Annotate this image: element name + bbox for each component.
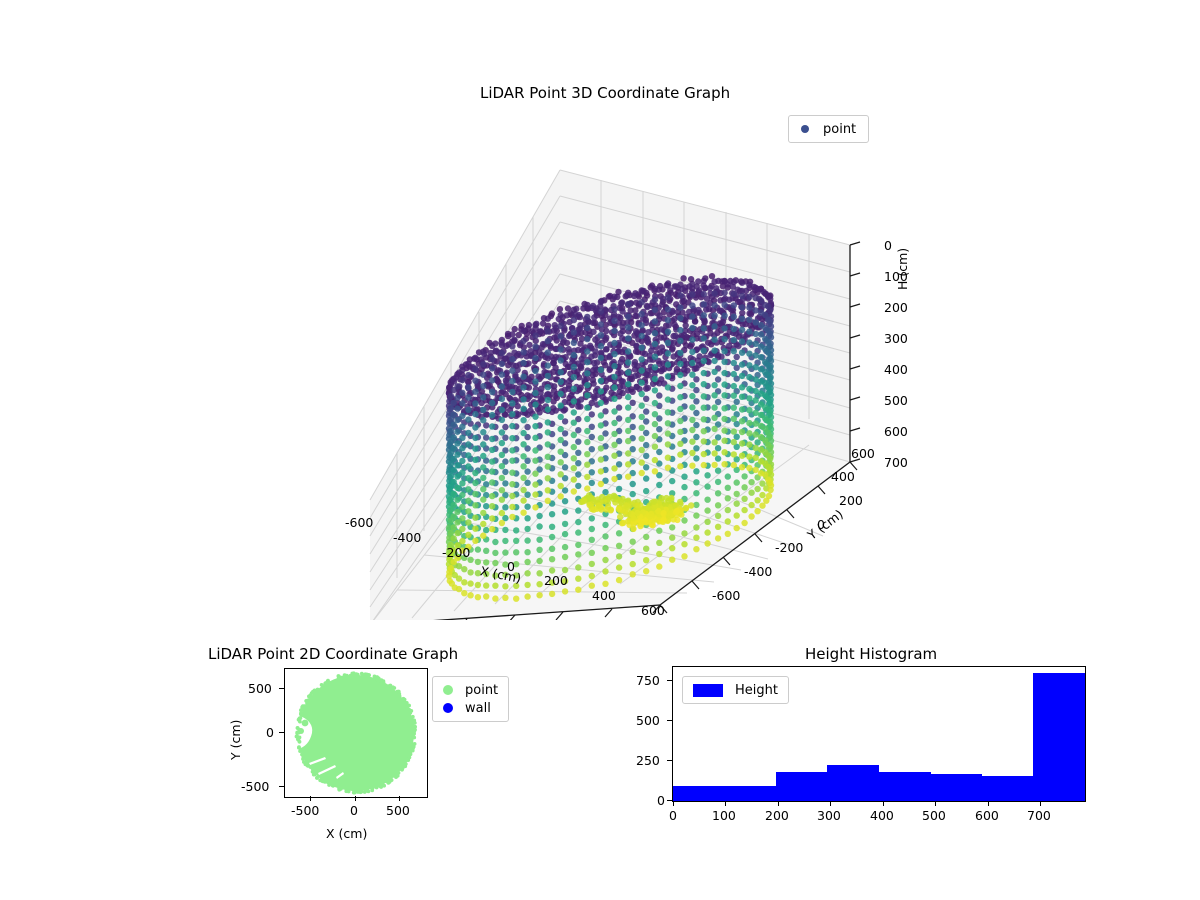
plot3d-xtick-1: -400 — [393, 530, 422, 545]
hist-ytick-mark-750 — [667, 680, 672, 682]
plot2d-ytick-0: -500 — [241, 779, 270, 794]
plot2d-xtick-1: 0 — [350, 803, 358, 818]
plot3d-ztick-3: 300 — [884, 331, 908, 346]
plot3d-ztick-6: 600 — [884, 424, 908, 439]
hist-xtick-mark-100 — [725, 801, 727, 806]
hist-xtick-6: 600 — [975, 808, 999, 823]
plot2d-xtick-mark-0 — [355, 796, 357, 801]
hist-ytick-0: 0 — [657, 793, 665, 808]
plot3d-title: LiDAR Point 3D Coordinate Graph — [480, 84, 731, 102]
hist-ytick-2: 500 — [636, 713, 660, 728]
plot3d-xtick-2: -200 — [442, 545, 471, 560]
plot3d-canvas — [369, 169, 861, 620]
plot3d-legend[interactable]: point — [788, 115, 870, 143]
hist-xtick-mark-400 — [883, 801, 885, 806]
histogram-bar — [724, 785, 777, 801]
histogram-title: Height Histogram — [805, 645, 938, 663]
plot3d-ytick-0: -600 — [712, 588, 741, 603]
plot2d-xtick-2: 500 — [386, 803, 410, 818]
histogram-bar — [827, 765, 880, 801]
legend-row-wall: wall — [443, 701, 491, 716]
plot3d-xtick-4: 200 — [544, 573, 568, 588]
legend-marker-point — [443, 685, 453, 695]
hist-xtick-4: 400 — [870, 808, 894, 823]
histogram-bar — [1033, 673, 1085, 801]
hist-xtick-mark-600 — [988, 801, 990, 806]
hist-xtick-2: 200 — [765, 808, 789, 823]
hist-xtick-0: 0 — [669, 808, 677, 823]
histogram-bar — [673, 785, 725, 801]
plot2d-ytick-1: 0 — [266, 725, 274, 740]
hist-ytick-3: 750 — [636, 673, 660, 688]
histogram-bar — [981, 776, 1034, 801]
plot2d-xtick-0: -500 — [291, 803, 320, 818]
hist-xtick-mark-500 — [935, 801, 937, 806]
hist-xtick-7: 700 — [1027, 808, 1051, 823]
legend-label-point: point — [823, 121, 857, 137]
hist-xtick-1: 100 — [712, 808, 736, 823]
legend-marker-point — [801, 125, 809, 133]
histogram-bar — [775, 771, 828, 801]
plot2d-title: LiDAR Point 2D Coordinate Graph — [208, 645, 459, 663]
plot3d-xtick-6: 600 — [641, 603, 665, 618]
plot2d-xtick-mark-500 — [399, 796, 401, 801]
plot3d-ytick-1: -400 — [744, 564, 773, 579]
plot3d-ytick-4: 200 — [839, 493, 863, 508]
hist-xtick-mark-700 — [1040, 801, 1042, 806]
plot3d-xtick-0: -600 — [345, 515, 374, 530]
plot2d-ytick-mark-neg500 — [279, 786, 284, 788]
histogram-legend[interactable]: Height — [682, 676, 789, 704]
legend-label-point: point — [465, 682, 499, 698]
hist-xtick-5: 500 — [922, 808, 946, 823]
plot3d-ztick-2: 200 — [884, 300, 908, 315]
plot3d-ztick-1: 100 — [884, 269, 908, 284]
legend-marker-wall — [443, 703, 453, 713]
plot3d-ztick-7: 700 — [884, 455, 908, 470]
plot2d-axes[interactable] — [284, 668, 428, 798]
plot2d-canvas — [285, 669, 427, 797]
hist-xtick-mark-300 — [830, 801, 832, 806]
plot2d-ytick-mark-500 — [279, 688, 284, 690]
plot2d-ytick-2: 500 — [248, 681, 272, 696]
legend-label-wall: wall — [465, 700, 491, 716]
plot2d-xlabel: X (cm) — [326, 826, 368, 841]
histogram-bars — [673, 667, 1085, 801]
hist-ytick-1: 250 — [636, 753, 660, 768]
plot3d-ztick-4: 400 — [884, 362, 908, 377]
plot3d-ztick-5: 500 — [884, 393, 908, 408]
plot3d-ytick-2: -200 — [775, 540, 804, 555]
hist-xtick-3: 300 — [817, 808, 841, 823]
plot3d-ytick-3: 0 — [817, 517, 825, 532]
plot2d-ylabel: Y (cm) — [228, 719, 243, 760]
plot2d-xtick-mark-neg500 — [310, 796, 312, 801]
plot3d-zlabel: H (cm) — [895, 247, 910, 290]
histogram-bar — [930, 774, 983, 801]
plot2d-legend[interactable]: point wall — [432, 676, 510, 722]
plot3d-ztick-0: 0 — [884, 238, 892, 253]
plot3d-axes[interactable] — [330, 150, 910, 620]
histogram-bar — [878, 771, 931, 801]
plot3d-ytick-5: 400 — [831, 469, 855, 484]
hist-ytick-mark-0 — [667, 800, 672, 802]
hist-ytick-mark-250 — [667, 760, 672, 762]
plot3d-xtick-3: 0 — [507, 559, 515, 574]
plot2d-ytick-mark-0 — [279, 732, 284, 734]
hist-xtick-mark-200 — [778, 801, 780, 806]
legend-row-point: point — [443, 683, 498, 698]
hist-xtick-mark-0 — [673, 801, 675, 806]
hist-ytick-mark-500 — [667, 720, 672, 722]
legend-label-height: Height — [735, 682, 778, 698]
legend-swatch-height — [693, 683, 723, 697]
plot3d-ytick-6: 600 — [851, 446, 875, 461]
plot3d-xtick-5: 400 — [592, 588, 616, 603]
